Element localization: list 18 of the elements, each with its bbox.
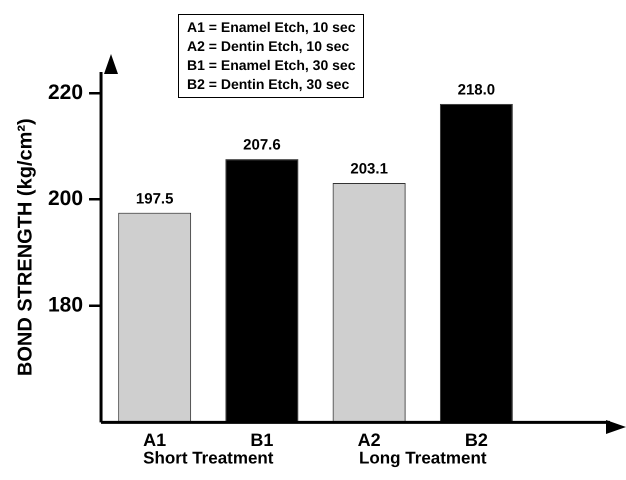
x-tick-label: B2 <box>464 430 488 450</box>
data-label: 197.5 <box>136 190 174 208</box>
annotation: B2 = Dentin Etch, 30 sec <box>187 75 350 94</box>
x-tick-label: A2 <box>358 430 381 450</box>
text: A1 = Enamel Etch, 10 sec <box>187 18 356 37</box>
y-axis-title: BOND STRENGTH (kg/cm²) <box>14 118 37 376</box>
data-label: 203.1 <box>350 160 388 178</box>
text: Short Treatment <box>143 448 274 468</box>
x-tick-label: A1 <box>143 430 166 450</box>
y-tick-label: 200 <box>48 187 84 210</box>
x-tick-label: B1 <box>250 430 274 450</box>
text: Long Treatment <box>359 448 487 468</box>
y-tick-label: 220 <box>48 81 84 104</box>
text: A2 = Dentin Etch, 10 sec <box>187 37 350 56</box>
data-label: 207.6 <box>243 136 281 154</box>
y-tick-label: 180 <box>48 293 84 316</box>
annotation: B1 = Enamel Etch, 30 sec <box>187 56 356 75</box>
data-label: 218.0 <box>458 81 496 98</box>
